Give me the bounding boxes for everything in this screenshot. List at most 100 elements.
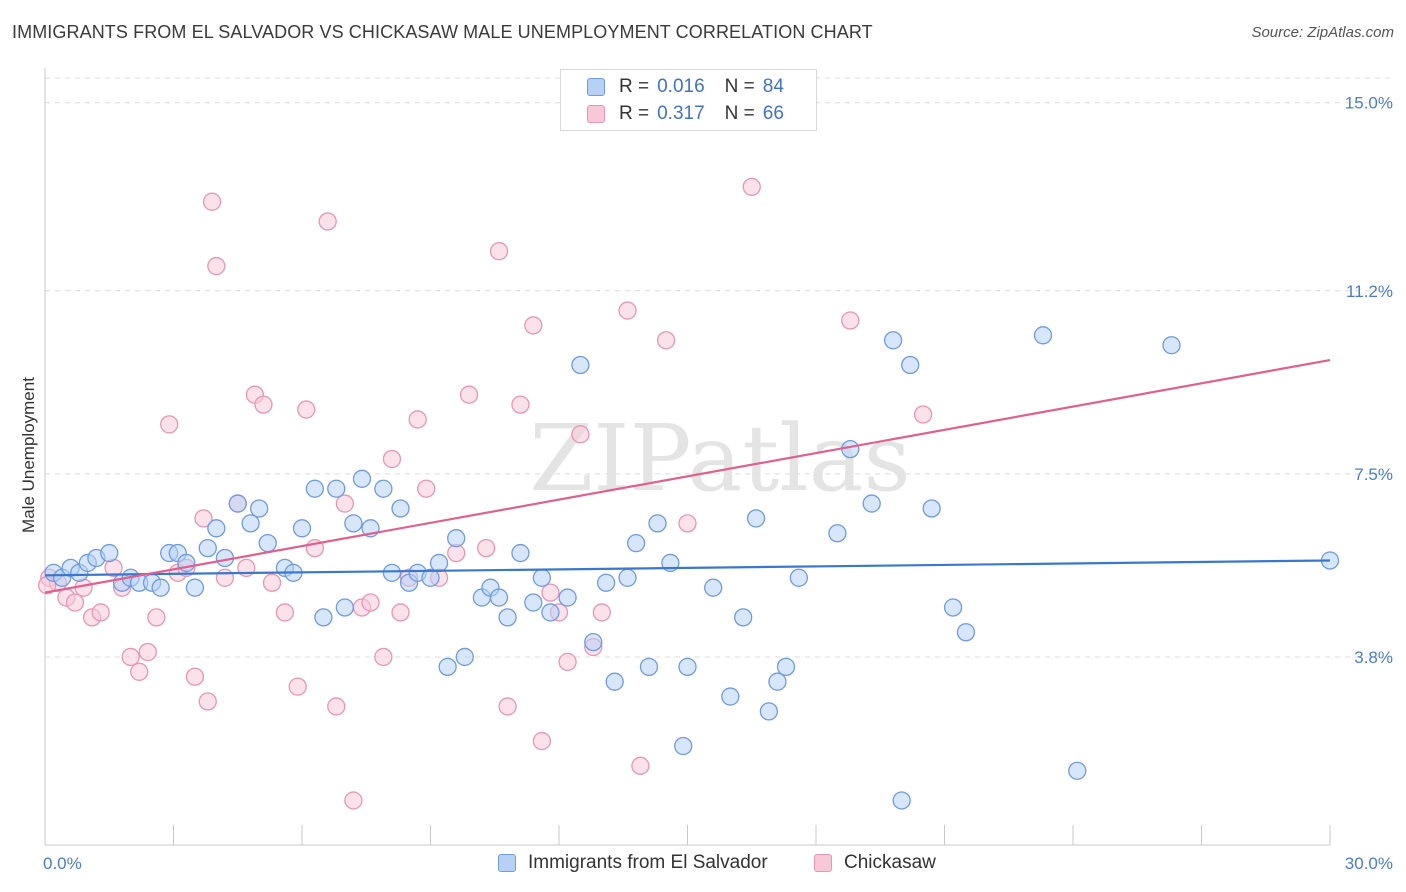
chickasaw-point [185, 667, 205, 686]
y-tick-label: 15.0% [1345, 94, 1393, 113]
el-salvador-point [327, 479, 346, 498]
chickasaw-point [262, 573, 282, 592]
el-salvador-point [374, 479, 393, 498]
chickasaw-point [656, 331, 676, 350]
legend-n-label: N = [724, 76, 755, 97]
el-salvador-point [532, 568, 552, 587]
el-salvador-point [841, 439, 860, 459]
el-salvador-point [429, 553, 449, 573]
el-salvador-point [639, 657, 659, 677]
el-salvador-point [292, 519, 312, 538]
el-salvador-point [746, 509, 766, 528]
bottom-legend-el-salvador: Immigrants from El Salvador [498, 852, 768, 874]
chickasaw-point [318, 212, 337, 231]
el-salvador-point [258, 533, 277, 553]
chickasaw-point [194, 509, 213, 528]
legend-row-el-salvador: R = 0.016 N = 84 [587, 75, 784, 99]
el-salvador-point [455, 647, 474, 667]
legend-row-chickasaw: R = 0.317 N = 66 [587, 102, 784, 126]
chickasaw-point [571, 425, 590, 444]
el-salvador-point [883, 331, 903, 350]
el-salvador-point [438, 657, 457, 677]
chickasaw-point [417, 479, 436, 498]
y-tick-label: 11.2% [1346, 282, 1393, 301]
legend-swatch-blue [587, 78, 605, 96]
x-tick-label: 0.0% [43, 854, 82, 873]
el-salvador-point [943, 598, 963, 617]
y-axis-label: Male Unemployment [19, 377, 38, 533]
el-salvador-point [1033, 326, 1053, 345]
el-salvador-point [768, 672, 787, 691]
chickasaw-point [327, 697, 346, 716]
tick-labels: 3.8% 7.5% 11.2% 15.0% 0.0% 30.0% [43, 94, 1393, 873]
chickasaw-point [121, 647, 140, 667]
el-salvador-point [571, 355, 590, 375]
el-salvador-point [828, 524, 847, 543]
legend-r-value: 0.317 [657, 103, 705, 124]
bottom-swatch-blue [498, 854, 516, 872]
chickasaw-point [335, 494, 354, 513]
el-salvador-point [605, 672, 624, 691]
chickasaw-point [558, 652, 577, 672]
chickasaw-point [524, 316, 543, 335]
chickasaw-point [138, 642, 157, 662]
el-salvador-point [922, 499, 941, 518]
el-salvador-point [1162, 336, 1181, 355]
bottom-legend-label: Chickasaw [844, 852, 936, 873]
chickasaw-point [374, 647, 393, 667]
el-salvador-point [956, 623, 976, 642]
chickasaw-point [288, 677, 307, 696]
el-salvador-point [558, 588, 577, 607]
chickasaw-point [532, 731, 552, 751]
el-salvador-point [721, 687, 740, 706]
el-salvador-point [228, 494, 247, 513]
chickasaw-point [91, 603, 110, 622]
el-salvador-point [648, 514, 667, 533]
el-salvador-point [541, 603, 560, 622]
chickasaw-point [254, 395, 273, 414]
bottom-legend-label: Immigrants from El Salvador [528, 852, 768, 873]
el-salvador-point [344, 514, 363, 533]
chickasaw-point [489, 242, 509, 261]
chickasaw-point [742, 177, 761, 197]
el-salvador-point [314, 608, 333, 627]
chickasaw-point [477, 538, 496, 558]
el-salvador-point [335, 598, 354, 617]
chickasaw-point [275, 603, 295, 622]
el-salvador-point [511, 543, 530, 563]
chickasaw-point [361, 593, 380, 612]
el-salvador-point [678, 657, 697, 677]
chickasaw-point [913, 405, 933, 424]
y-tick-label: 3.8% [1354, 648, 1393, 667]
chickasaw-point [391, 603, 410, 622]
el-salvador-points [44, 326, 1340, 810]
legend-r-value: 0.016 [657, 76, 705, 97]
chart-title: IMMIGRANTS FROM EL SALVADOR VS CHICKASAW… [12, 22, 873, 42]
watermark: ZIPatlas [529, 405, 910, 512]
el-salvador-point [421, 568, 440, 587]
chickasaw-point [541, 583, 560, 602]
chickasaw-point [511, 395, 530, 414]
el-salvador-point [901, 355, 920, 375]
el-salvador-point [862, 494, 881, 513]
x-tick-label: 30.0% [1345, 854, 1393, 873]
el-salvador-point [305, 479, 325, 498]
chickasaw-point [198, 692, 217, 711]
legend-r-label: R = [619, 103, 650, 124]
legend-n-value: 84 [762, 76, 784, 97]
chickasaw-point [841, 311, 860, 330]
el-salvador-point [618, 568, 637, 587]
chickasaw-point [498, 697, 517, 716]
bottom-swatch-pink [814, 854, 832, 872]
el-salvador-point [207, 519, 226, 538]
el-salvador-point [892, 791, 911, 810]
el-salvador-point [704, 578, 723, 597]
legend-r-label: R = [619, 76, 650, 97]
el-salvador-point [789, 568, 809, 587]
legend-swatch-pink [587, 105, 605, 123]
el-salvador-point [626, 533, 646, 553]
chickasaw-point [631, 756, 650, 775]
el-salvador-point [198, 538, 217, 558]
axes [44, 68, 1331, 846]
chickasaw-point [215, 568, 235, 587]
